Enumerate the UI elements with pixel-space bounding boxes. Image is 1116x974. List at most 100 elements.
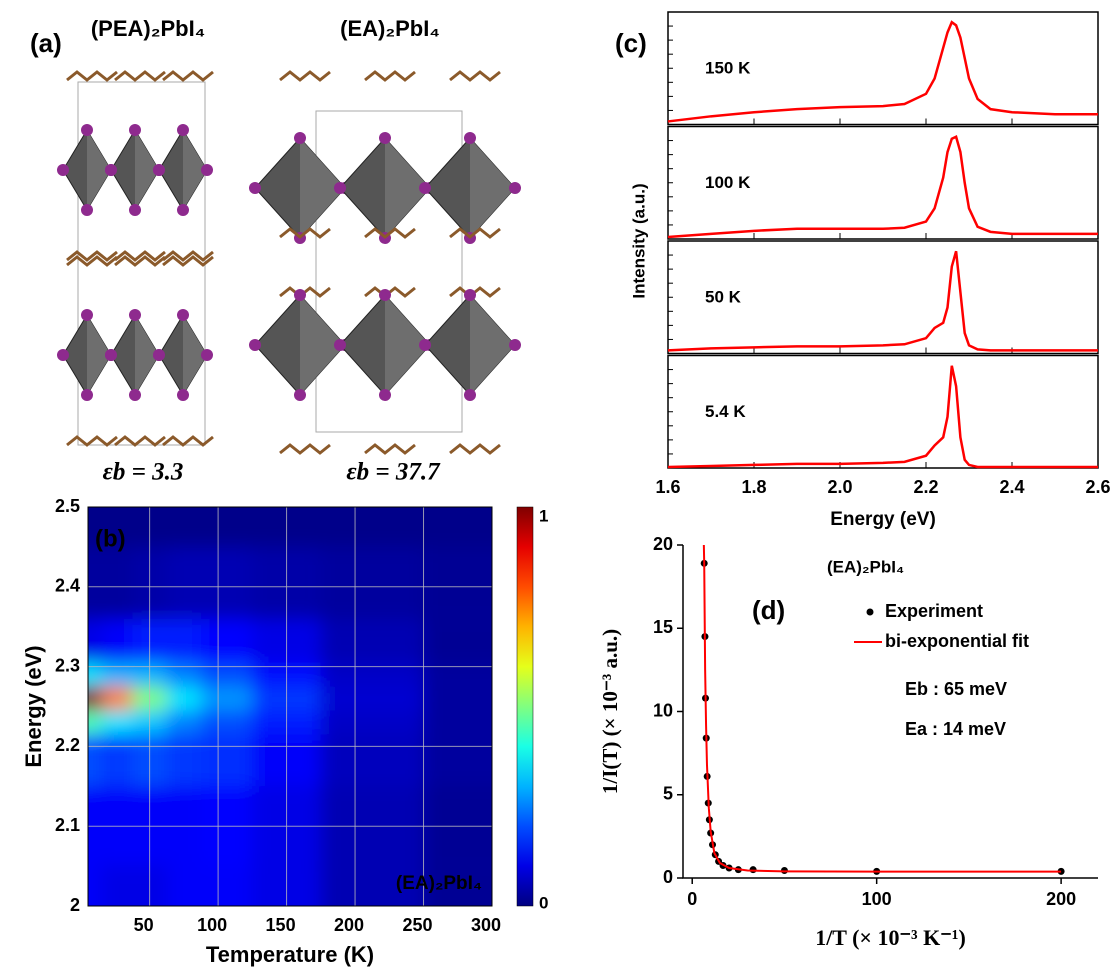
heatmap-cell (166, 686, 201, 711)
iodine-atom (419, 182, 431, 194)
octahedron-face (385, 295, 430, 395)
spectrum (667, 365, 1098, 469)
heatmap-cell (200, 710, 253, 735)
heatmap-cell (423, 507, 492, 547)
heatmap-cell (200, 734, 253, 787)
heatmap (88, 507, 492, 906)
unit-cell (315, 110, 463, 433)
annotation: Eb : 65 meV (905, 679, 1007, 699)
organic-chain (66, 70, 118, 82)
octahedron-face (183, 315, 207, 395)
iodine-atom (464, 289, 476, 301)
legend-label: bi-exponential fit (885, 631, 1029, 651)
organic-chain (449, 443, 501, 455)
iodine-atom (153, 349, 165, 361)
iodine-atom (379, 389, 391, 401)
iodine-atom (509, 339, 521, 351)
heatmap-cell (200, 618, 253, 663)
y-tick-label: 2.5 (55, 496, 80, 516)
organic-chain (162, 250, 214, 262)
heatmap-cell (423, 734, 492, 787)
panel-label: (c) (615, 28, 647, 58)
heatmap-cell (88, 686, 102, 711)
x-tick-label: 250 (403, 915, 433, 935)
iodine-atom (177, 124, 189, 136)
x-tick-label: 1.8 (741, 477, 766, 497)
heatmap-cell (101, 618, 133, 663)
spectrum (667, 250, 1098, 352)
iodine-atom (201, 164, 213, 176)
heatmap-cell (423, 866, 492, 906)
y-tick-label: 15 (653, 617, 673, 637)
iodine-atom (105, 164, 117, 176)
plot-frame (87, 506, 493, 907)
heatmap-cell (320, 734, 424, 787)
organic-chain (279, 70, 331, 82)
heatmap-cell (423, 686, 492, 711)
heatmap-cell (101, 686, 133, 711)
octahedron-face (385, 138, 430, 238)
heatmap-cell (101, 734, 133, 787)
heatmap-cell (320, 546, 424, 619)
x-tick-label: 150 (266, 915, 296, 935)
x-tick-label: 300 (471, 915, 501, 935)
heatmap-cell (101, 507, 133, 547)
heatmap-cell (166, 734, 201, 787)
binding-energy: εb = 3.3 (103, 459, 184, 486)
heatmap-cell (320, 618, 424, 663)
octahedron-face (87, 315, 111, 395)
heatmap-cell (101, 866, 133, 906)
organic-chain (66, 435, 118, 447)
organic-chain (449, 70, 501, 82)
organic-chain (279, 227, 331, 239)
y-tick-label: 10 (653, 700, 673, 720)
heatmap-cell (423, 662, 492, 687)
heatmap-cell (166, 507, 201, 547)
iodine-atom (379, 132, 391, 144)
heatmap-cell (200, 507, 253, 547)
series-label: 50 K (705, 288, 742, 307)
legend-label: Experiment (885, 601, 983, 621)
iodine-atom (57, 349, 69, 361)
x-tick-label: 200 (334, 915, 364, 935)
iodine-atom (294, 132, 306, 144)
iodine-atom (81, 389, 93, 401)
organic-chain (162, 255, 214, 267)
heatmap-cell (423, 546, 492, 619)
heatmap-cell (200, 866, 253, 906)
iodine-atom (57, 164, 69, 176)
iodine-atom (419, 339, 431, 351)
y-axis-label: 1/I(T) (× 10⁻³ a.u.) (598, 629, 622, 794)
panel-label: (a) (30, 28, 62, 58)
heatmap-cell (320, 710, 424, 735)
heatmap-cell (101, 710, 133, 735)
x-axis-label: 1/T (× 10⁻³ K⁻¹) (815, 925, 966, 950)
annotation: Ea : 14 meV (905, 719, 1006, 739)
iodine-atom (249, 339, 261, 351)
iodine-atom (201, 349, 213, 361)
series-label: 100 K (705, 173, 751, 192)
colorbar (516, 506, 534, 907)
iodine-atom (294, 289, 306, 301)
binding-energy: εb = 37.7 (346, 459, 441, 486)
iodine-atom (81, 124, 93, 136)
y-tick-label: 2.1 (55, 815, 80, 835)
octahedron-face (470, 138, 515, 238)
heatmap-cell (423, 710, 492, 735)
heatmap-cell (320, 662, 424, 687)
x-tick-label: 0 (687, 889, 697, 909)
organic-chain (162, 70, 214, 82)
x-axis-label: Energy (eV) (830, 509, 936, 530)
heatmap-cell (88, 710, 102, 735)
annotation: (EA)₂PbI₄ (396, 873, 482, 894)
y-tick-label: 2.4 (55, 576, 80, 596)
iodine-atom (177, 204, 189, 216)
structure-name: (EA)₂PbI₄ (340, 16, 440, 41)
y-axis-label: Energy (eV) (21, 645, 46, 767)
heatmap-cell (200, 686, 253, 711)
y-tick-label: 5 (663, 784, 673, 804)
iodine-atom (249, 182, 261, 194)
x-tick-label: 2.2 (913, 477, 938, 497)
heatmap-cell (166, 546, 201, 619)
